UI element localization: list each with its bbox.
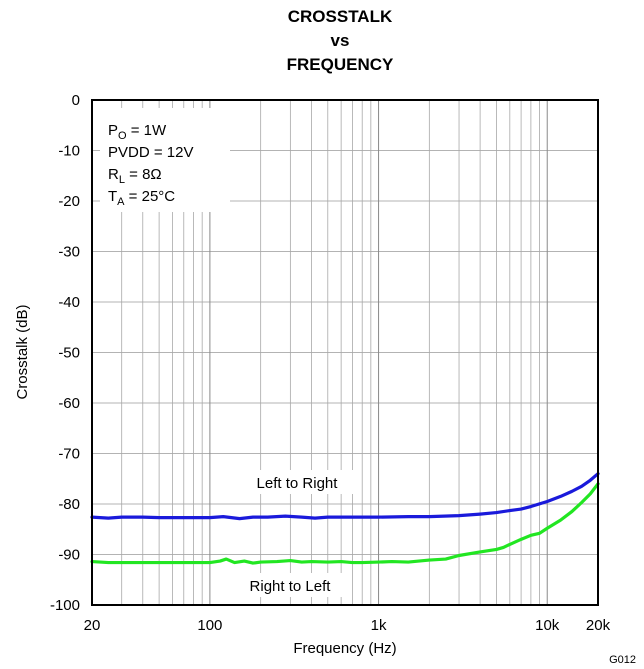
y-tick-label: -70 bbox=[58, 446, 80, 463]
y-axis-label: Crosstalk (dB) bbox=[14, 304, 31, 399]
series bbox=[90, 472, 600, 565]
y-tick-labels: 0 -10 -20 -30 -40 -50 -60 -70 -80 -90 -100 bbox=[50, 92, 80, 614]
x-tick-labels: 20 100 1k 10k 20k bbox=[84, 617, 611, 634]
condition-po-value: = 1W bbox=[127, 122, 167, 139]
y-tick-label: -10 bbox=[58, 143, 80, 160]
condition-pvdd: PVDD = 12V bbox=[108, 144, 193, 161]
x-tick-label: 20 bbox=[84, 617, 101, 634]
series-label-right-to-left: Right to Left bbox=[250, 578, 332, 595]
condition-rl: RL = 8Ω bbox=[108, 166, 162, 186]
conditions-box bbox=[100, 108, 230, 212]
x-tick-label: 20k bbox=[586, 617, 611, 634]
series-label-left-to-right: Left to Right bbox=[257, 475, 339, 492]
chart-title: CROSSTALK vs FREQUENCY bbox=[287, 7, 394, 74]
title-line-1: CROSSTALK bbox=[288, 7, 393, 26]
y-tick-label: -100 bbox=[50, 597, 80, 614]
x-tick-label: 1k bbox=[371, 617, 387, 634]
plot-frame bbox=[91, 99, 599, 606]
condition-ta-symbol: T bbox=[108, 188, 117, 205]
title-line-2: vs bbox=[331, 31, 350, 50]
y-tick-label: -40 bbox=[58, 294, 80, 311]
condition-ta: TA = 25°C bbox=[108, 188, 175, 208]
series-line-right-to-left bbox=[90, 482, 600, 565]
y-tick-label: -90 bbox=[58, 547, 80, 564]
figure-id: G012 bbox=[609, 654, 636, 666]
series-line-left-to-right bbox=[90, 472, 600, 521]
y-tick-label: -60 bbox=[58, 395, 80, 412]
y-tick-label: -80 bbox=[58, 496, 80, 513]
x-tick-label: 10k bbox=[535, 617, 560, 634]
x-axis-label: Frequency (Hz) bbox=[293, 640, 396, 657]
y-tick-label: -20 bbox=[58, 193, 80, 210]
condition-po: PO = 1W bbox=[108, 122, 167, 142]
x-tick-label: 100 bbox=[197, 617, 222, 634]
condition-po-symbol: P bbox=[108, 122, 118, 139]
condition-po-subscript: O bbox=[118, 130, 127, 142]
condition-rl-value: = 8Ω bbox=[125, 166, 162, 183]
condition-rl-symbol: R bbox=[108, 166, 119, 183]
condition-ta-value: = 25°C bbox=[125, 188, 176, 205]
y-tick-label: -30 bbox=[58, 244, 80, 261]
conditions-block: PO = 1W PVDD = 12V RL = 8Ω TA = 25°C bbox=[108, 122, 193, 208]
y-tick-label: 0 bbox=[72, 92, 80, 109]
title-line-3: FREQUENCY bbox=[287, 55, 394, 74]
condition-rl-subscript: L bbox=[119, 174, 125, 186]
label-bg-left-to-right bbox=[240, 470, 355, 494]
label-bg-right-to-left bbox=[234, 573, 346, 597]
y-tick-label: -50 bbox=[58, 345, 80, 362]
condition-ta-subscript: A bbox=[117, 196, 125, 208]
